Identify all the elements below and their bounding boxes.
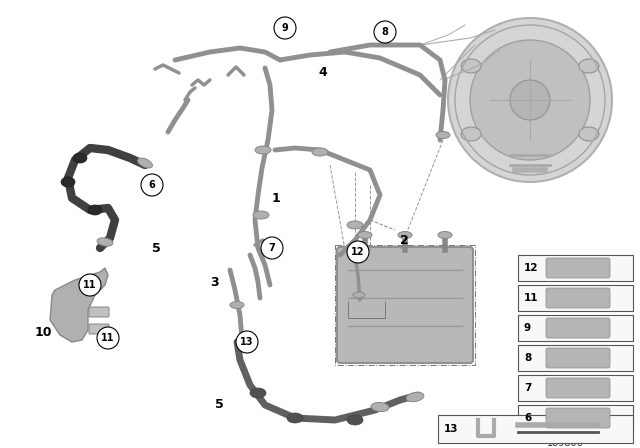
- Ellipse shape: [353, 292, 365, 298]
- Circle shape: [97, 327, 119, 349]
- FancyBboxPatch shape: [518, 315, 633, 341]
- Circle shape: [79, 274, 101, 296]
- FancyBboxPatch shape: [546, 378, 610, 398]
- Text: 12: 12: [524, 263, 538, 273]
- Ellipse shape: [438, 232, 452, 238]
- Ellipse shape: [398, 232, 412, 238]
- FancyBboxPatch shape: [337, 247, 473, 363]
- Circle shape: [274, 17, 296, 39]
- Ellipse shape: [436, 132, 450, 138]
- Text: 11: 11: [83, 280, 97, 290]
- Ellipse shape: [579, 127, 599, 141]
- FancyBboxPatch shape: [546, 288, 610, 308]
- FancyBboxPatch shape: [546, 348, 610, 368]
- Ellipse shape: [97, 238, 113, 246]
- FancyBboxPatch shape: [546, 258, 610, 278]
- Text: 7: 7: [269, 243, 275, 253]
- Circle shape: [236, 331, 258, 353]
- Circle shape: [510, 80, 550, 120]
- Circle shape: [374, 21, 396, 43]
- Text: 11: 11: [101, 333, 115, 343]
- Ellipse shape: [255, 146, 271, 154]
- Text: 11: 11: [524, 293, 538, 303]
- Text: 1: 1: [272, 191, 281, 204]
- Ellipse shape: [461, 127, 481, 141]
- Ellipse shape: [461, 59, 481, 73]
- Ellipse shape: [579, 59, 599, 73]
- FancyBboxPatch shape: [518, 345, 633, 371]
- Ellipse shape: [287, 413, 303, 423]
- Ellipse shape: [347, 415, 363, 425]
- Circle shape: [347, 241, 369, 263]
- Ellipse shape: [253, 211, 269, 219]
- Circle shape: [470, 40, 590, 160]
- Ellipse shape: [88, 205, 102, 215]
- Ellipse shape: [358, 232, 372, 238]
- Ellipse shape: [371, 402, 389, 412]
- Text: 5: 5: [152, 241, 161, 254]
- Text: 6: 6: [148, 180, 156, 190]
- Text: 5: 5: [215, 399, 224, 412]
- Text: 9: 9: [524, 323, 531, 333]
- Text: 4: 4: [318, 65, 327, 78]
- Text: 9: 9: [282, 23, 289, 33]
- FancyBboxPatch shape: [546, 318, 610, 338]
- Ellipse shape: [250, 388, 266, 398]
- Ellipse shape: [406, 392, 424, 402]
- FancyBboxPatch shape: [546, 408, 610, 428]
- Text: 2: 2: [400, 233, 409, 246]
- FancyBboxPatch shape: [518, 405, 633, 431]
- FancyBboxPatch shape: [518, 375, 633, 401]
- Circle shape: [261, 237, 283, 259]
- Ellipse shape: [312, 148, 328, 156]
- FancyBboxPatch shape: [89, 307, 109, 317]
- Text: 10: 10: [35, 326, 52, 339]
- Text: 13: 13: [444, 424, 458, 434]
- Text: 8: 8: [381, 27, 388, 37]
- Ellipse shape: [61, 177, 75, 187]
- FancyBboxPatch shape: [518, 255, 633, 281]
- Ellipse shape: [138, 158, 152, 168]
- FancyBboxPatch shape: [518, 285, 633, 311]
- Ellipse shape: [347, 221, 363, 229]
- Text: 13: 13: [240, 337, 253, 347]
- Text: 12: 12: [351, 247, 365, 257]
- Ellipse shape: [73, 153, 87, 163]
- Polygon shape: [50, 268, 108, 342]
- FancyBboxPatch shape: [89, 324, 109, 334]
- Circle shape: [448, 18, 612, 182]
- Ellipse shape: [230, 302, 244, 309]
- Text: 7: 7: [524, 383, 531, 393]
- Text: 189806: 189806: [547, 438, 584, 448]
- FancyBboxPatch shape: [438, 415, 633, 443]
- Text: 3: 3: [210, 276, 219, 289]
- Text: 8: 8: [524, 353, 531, 363]
- Text: 6: 6: [524, 413, 531, 423]
- Circle shape: [141, 174, 163, 196]
